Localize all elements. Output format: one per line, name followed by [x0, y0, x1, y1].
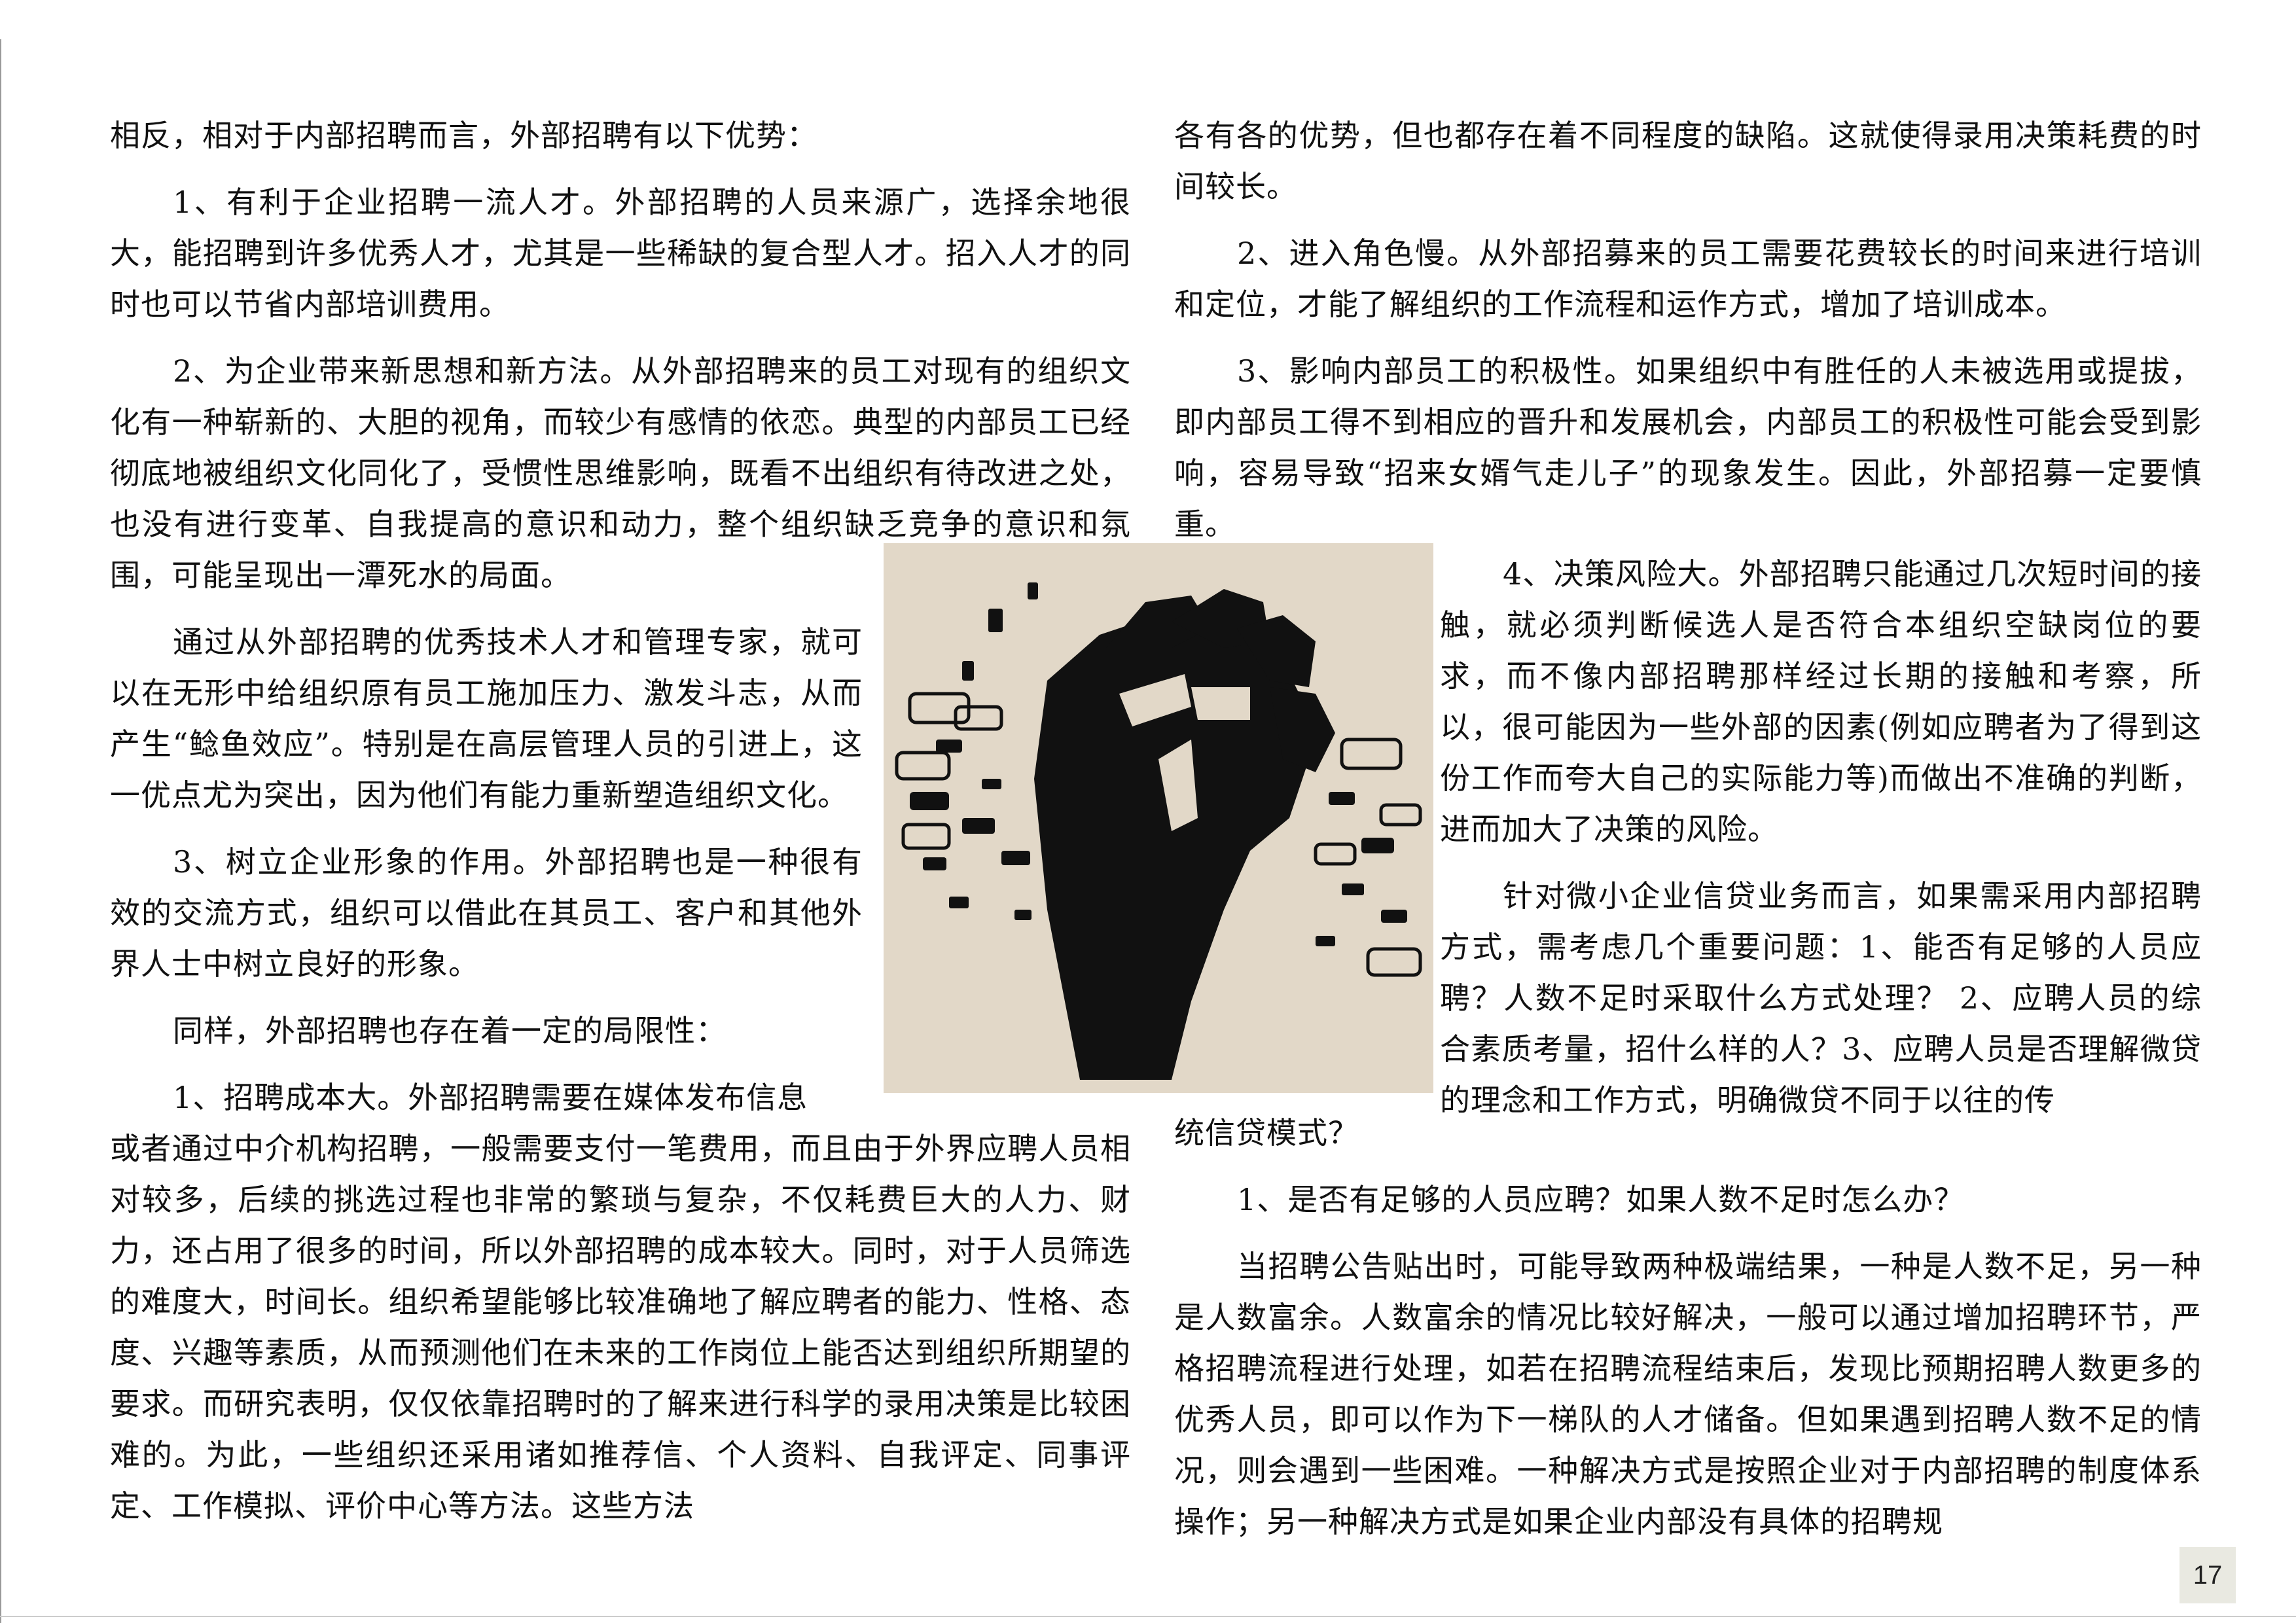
right-column-middle: 4、决策风险大。外部招聘只能通过几次短时间的接触，就必须判断候选人是否符合本组织… — [1440, 548, 2202, 1126]
paragraph: 3、树立企业形象的作用。外部招聘也是一种很有效的交流方式，组织可以借此在其员工、… — [110, 844, 863, 982]
paragraph: 当招聘公告贴出时，可能导致两种极端结果，一种是人数不足，另一种是人数富余。人数富… — [1174, 1249, 2202, 1539]
paragraph: 通过从外部招聘的优秀技术人才和管理专家，就可以在无形中给组织原有员工施加压力、激… — [110, 624, 863, 813]
paragraph: 或者通过中介机构招聘，一般需要支付一笔费用，而且由于外界应聘人员相对较多，后续的… — [110, 1131, 1131, 1524]
paragraph: 3、影响内部员工的积极性。如果组织中有胜任的人未被选用或提拔，即内部员工得不到相… — [1174, 353, 2202, 542]
paragraph: 4、决策风险大。外部招聘只能通过几次短时间的接触，就必须判断候选人是否符合本组织… — [1440, 556, 2202, 847]
left-column: 相反，相对于内部招聘而言，外部招聘有以下优势： 1、有利于企业招聘一流人才。外部… — [110, 110, 1131, 1547]
paragraph: 2、为企业带来新思想和新方法。从外部招聘来的员工对现有的组织文化有一种崭新的、大… — [110, 353, 1131, 593]
paragraph: 1、有利于企业招聘一流人才。外部招聘的人员来源广，选择余地很大，能招聘到许多优秀… — [110, 185, 1131, 322]
paragraph: 相反，相对于内部招聘而言，外部招聘有以下优势： — [110, 118, 817, 153]
paragraph: 统信贷模式？ — [1174, 1115, 1359, 1150]
paragraph: 1、是否有足够的人员应聘？如果人数不足时怎么办？ — [1237, 1182, 1965, 1217]
paragraph: 针对微小企业信贷业务而言，如果需采用内部招聘方式，需考虑几个重要问题：1、能否有… — [1440, 878, 2202, 1118]
fist-illustration — [884, 543, 1433, 1093]
raised-fist-icon — [884, 543, 1433, 1093]
right-column-top: 各有各的优势，但也都存在着不同程度的缺陷。这就使得录用决策耗费的时间较长。 2、… — [1174, 110, 2202, 565]
paragraph: 同样，外部招聘也存在着一定的局限性： — [173, 1013, 726, 1048]
paragraph: 2、进入角色慢。从外部招募来的员工需要花费较长的时间来进行培训和定位，才能了解组… — [1174, 236, 2202, 322]
paragraph: 1、招聘成本大。外部招聘需要在媒体发布信息 — [173, 1080, 808, 1115]
right-column-bottom: 统信贷模式？ 1、是否有足够的人员应聘？如果人数不足时怎么办？ 当招聘公告贴出时… — [1174, 1107, 2202, 1563]
page-number: 17 — [2179, 1547, 2236, 1603]
paragraph: 各有各的优势，但也都存在着不同程度的缺陷。这就使得录用决策耗费的时间较长。 — [1174, 118, 2202, 204]
